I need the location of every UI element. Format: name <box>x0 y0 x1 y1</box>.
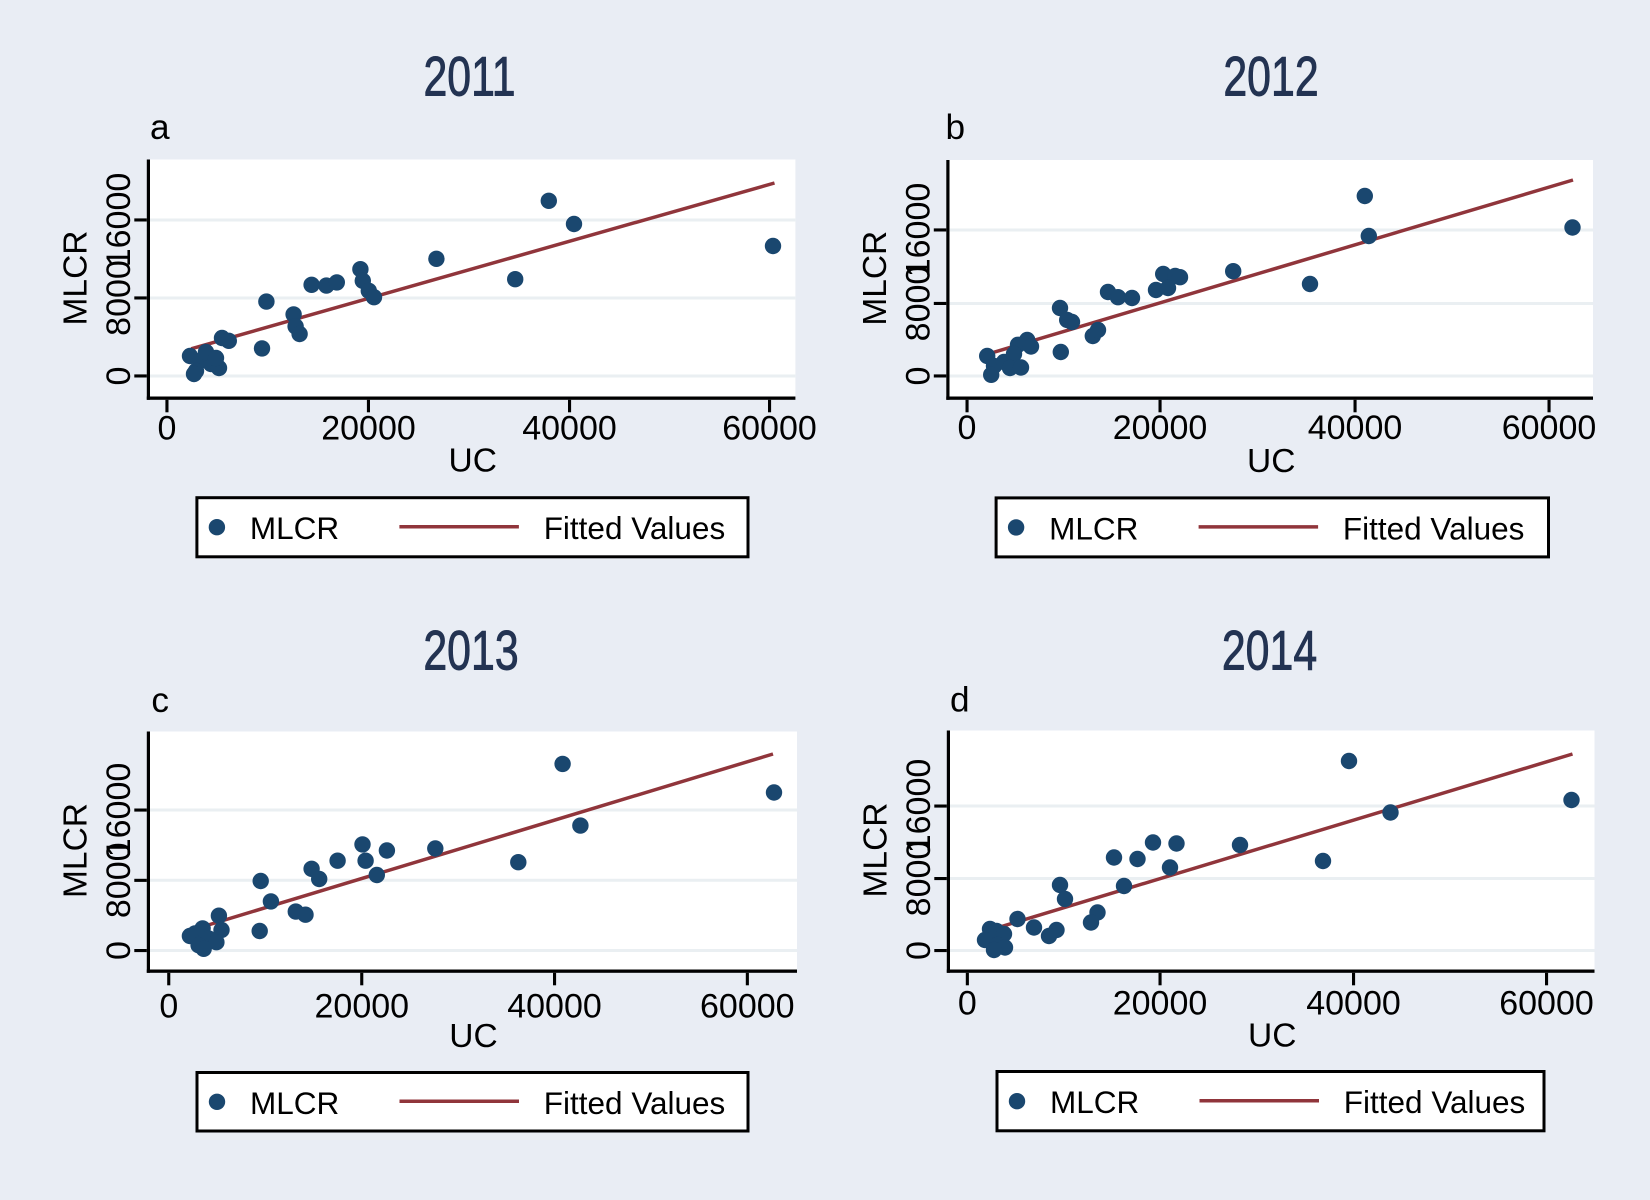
svg-text:0: 0 <box>958 985 977 1023</box>
svg-text:2012: 2012 <box>1223 45 1318 108</box>
svg-text:c: c <box>151 681 169 720</box>
svg-text:2013: 2013 <box>423 619 518 682</box>
svg-text:40000: 40000 <box>522 409 617 447</box>
svg-text:MLCR: MLCR <box>858 803 895 898</box>
svg-text:a: a <box>150 108 170 147</box>
svg-text:16000: 16000 <box>100 173 138 268</box>
svg-text:40000: 40000 <box>507 987 602 1025</box>
svg-text:MLCR: MLCR <box>1050 1084 1139 1120</box>
svg-text:UC: UC <box>449 443 497 480</box>
svg-text:16000: 16000 <box>100 763 138 858</box>
svg-text:0: 0 <box>900 941 938 960</box>
svg-text:2014: 2014 <box>1222 619 1317 682</box>
svg-text:20000: 20000 <box>1113 409 1208 447</box>
svg-text:20000: 20000 <box>321 409 416 447</box>
svg-text:40000: 40000 <box>1306 985 1401 1023</box>
svg-text:d: d <box>950 681 970 720</box>
svg-text:MLCR: MLCR <box>58 231 95 326</box>
svg-text:0: 0 <box>958 409 977 447</box>
svg-text:MLCR: MLCR <box>58 803 95 898</box>
svg-text:Fitted Values: Fitted Values <box>544 1085 726 1121</box>
svg-text:60000: 60000 <box>1502 409 1597 447</box>
svg-text:MLCR: MLCR <box>250 1085 339 1121</box>
svg-text:60000: 60000 <box>1499 985 1594 1023</box>
svg-text:0: 0 <box>158 409 177 447</box>
svg-text:Fitted Values: Fitted Values <box>544 510 726 546</box>
svg-text:16000: 16000 <box>900 183 938 278</box>
svg-text:MLCR: MLCR <box>250 510 339 546</box>
svg-text:8000: 8000 <box>900 266 938 342</box>
svg-text:0: 0 <box>900 367 938 386</box>
svg-text:8000: 8000 <box>100 842 138 918</box>
svg-text:UC: UC <box>1247 443 1295 480</box>
svg-text:b: b <box>946 108 966 147</box>
svg-text:40000: 40000 <box>1308 409 1403 447</box>
svg-text:Fitted Values: Fitted Values <box>1344 1084 1526 1120</box>
svg-text:60000: 60000 <box>722 409 817 447</box>
svg-text:2011: 2011 <box>423 45 515 108</box>
svg-text:20000: 20000 <box>315 987 410 1025</box>
svg-text:8000: 8000 <box>900 841 938 917</box>
svg-text:60000: 60000 <box>700 987 795 1025</box>
svg-text:Fitted Values: Fitted Values <box>1343 510 1525 546</box>
svg-text:MLCR: MLCR <box>1049 510 1138 546</box>
svg-text:UC: UC <box>1248 1017 1296 1054</box>
svg-text:16000: 16000 <box>900 759 938 854</box>
svg-text:8000: 8000 <box>100 260 138 336</box>
svg-text:UC: UC <box>449 1018 497 1055</box>
svg-text:0: 0 <box>100 367 138 386</box>
svg-text:20000: 20000 <box>1113 985 1208 1023</box>
svg-text:MLCR: MLCR <box>857 231 894 326</box>
svg-text:0: 0 <box>159 987 178 1025</box>
svg-text:0: 0 <box>100 941 138 960</box>
